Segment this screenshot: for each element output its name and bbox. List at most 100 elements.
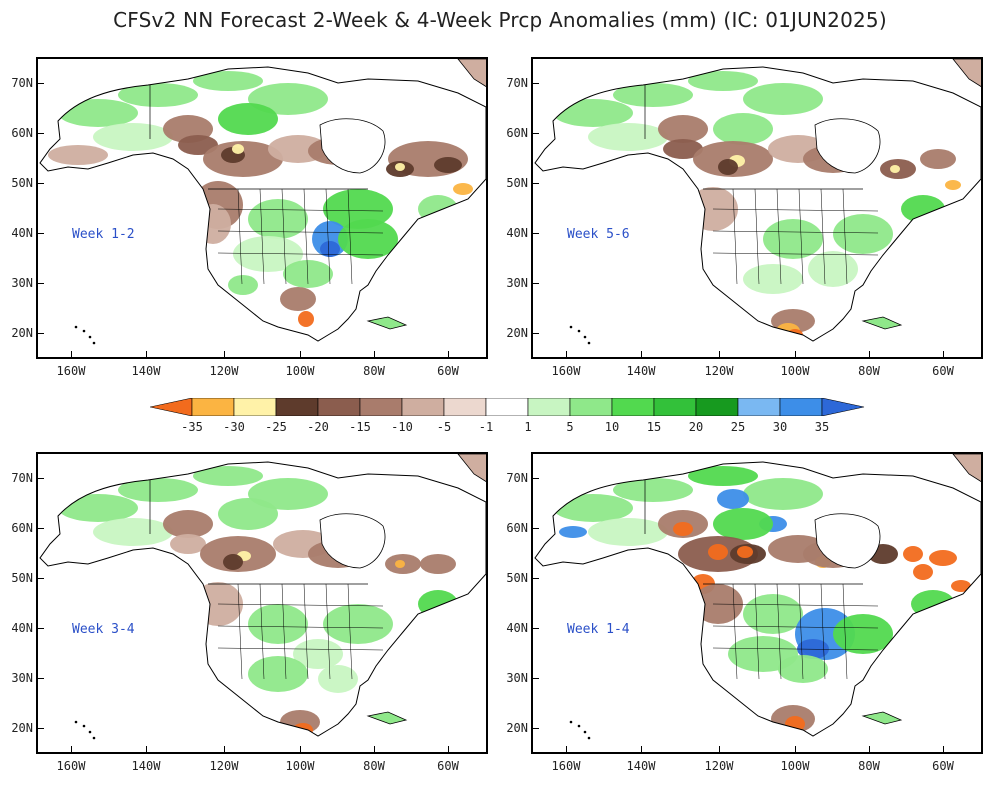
longitude-label: 120W <box>209 364 239 378</box>
map-canvas <box>534 454 981 740</box>
colorbar-swatch <box>485 398 529 416</box>
colorbar-swatch <box>443 398 487 416</box>
longitude-tick <box>146 351 147 357</box>
latitude-label: 50N <box>506 176 528 190</box>
latitude-label: 20N <box>506 326 528 340</box>
colorbar-swatch <box>317 398 361 416</box>
colorbar-swatch <box>569 398 613 416</box>
latitude-label: 30N <box>11 276 33 290</box>
latitude-tick <box>533 728 539 729</box>
latitude-label: 70N <box>506 471 528 485</box>
map-panel-week-1-4: Week 1-4 <box>531 452 983 754</box>
latitude-label: 40N <box>11 621 33 635</box>
longitude-label: 140W <box>131 364 161 378</box>
longitude-label: 80W <box>858 759 880 773</box>
colorbar-swatch <box>611 398 655 416</box>
latitude-tick <box>38 333 44 334</box>
latitude-label: 30N <box>506 276 528 290</box>
latitude-tick <box>533 678 539 679</box>
longitude-tick <box>869 746 870 752</box>
longitude-tick <box>374 351 375 357</box>
longitude-label: 160W <box>56 364 86 378</box>
colorbar-tick-label: 15 <box>646 420 662 434</box>
colorbar-tick-label: -1 <box>478 420 494 434</box>
map-canvas <box>534 59 981 345</box>
latitude-tick <box>38 528 44 529</box>
latitude-tick <box>38 728 44 729</box>
latitude-label: 40N <box>506 226 528 240</box>
latitude-tick <box>533 478 539 479</box>
latitude-label: 60N <box>11 126 33 140</box>
colorbar-end-high <box>821 398 865 416</box>
longitude-label: 60W <box>437 759 459 773</box>
colorbar-tick-label: -15 <box>349 420 371 434</box>
colorbar-swatch <box>233 398 277 416</box>
map-panel-week-3-4: Week 3-4 <box>36 452 488 754</box>
longitude-label: 140W <box>626 364 656 378</box>
latitude-label: 30N <box>506 671 528 685</box>
longitude-label: 100W <box>285 759 315 773</box>
latitude-tick <box>533 83 539 84</box>
colorbar-swatch <box>275 398 319 416</box>
longitude-tick <box>71 746 72 752</box>
latitude-label: 70N <box>11 76 33 90</box>
latitude-label: 40N <box>11 226 33 240</box>
longitude-label: 140W <box>626 759 656 773</box>
longitude-tick <box>300 746 301 752</box>
latitude-label: 30N <box>11 671 33 685</box>
longitude-label: 60W <box>437 364 459 378</box>
latitude-label: 60N <box>506 521 528 535</box>
longitude-tick <box>719 746 720 752</box>
colorbar-swatch <box>527 398 571 416</box>
latitude-tick <box>533 233 539 234</box>
latitude-label: 20N <box>506 721 528 735</box>
latitude-tick <box>38 83 44 84</box>
colorbar-tick-label: -10 <box>391 420 413 434</box>
colorbar-swatch <box>695 398 739 416</box>
colorbar-tick-label: 35 <box>814 420 830 434</box>
colorbar-tick-label: -5 <box>436 420 452 434</box>
latitude-tick <box>533 283 539 284</box>
longitude-tick <box>566 351 567 357</box>
colorbar-tick-label: -35 <box>181 420 203 434</box>
colorbar-tick-label: -25 <box>265 420 287 434</box>
colorbar-swatch <box>653 398 697 416</box>
longitude-label: 80W <box>363 759 385 773</box>
longitude-label: 160W <box>56 759 86 773</box>
longitude-tick <box>869 351 870 357</box>
longitude-label: 80W <box>363 364 385 378</box>
latitude-label: 70N <box>506 76 528 90</box>
longitude-label: 120W <box>704 759 734 773</box>
longitude-tick <box>448 746 449 752</box>
longitude-tick <box>641 351 642 357</box>
latitude-tick <box>533 628 539 629</box>
map-canvas <box>39 454 486 740</box>
colorbar-tick-label: 1 <box>524 420 532 434</box>
latitude-label: 20N <box>11 326 33 340</box>
longitude-label: 60W <box>932 759 954 773</box>
week-label: Week 5-6 <box>567 227 630 242</box>
colorbar-swatch <box>401 398 445 416</box>
latitude-tick <box>533 183 539 184</box>
longitude-label: 120W <box>704 364 734 378</box>
latitude-tick <box>38 678 44 679</box>
colorbar-tick-label: 5 <box>566 420 574 434</box>
latitude-tick <box>533 578 539 579</box>
latitude-tick <box>38 133 44 134</box>
latitude-tick <box>38 628 44 629</box>
longitude-tick <box>795 351 796 357</box>
week-label: Week 3-4 <box>72 622 135 637</box>
longitude-tick <box>641 746 642 752</box>
latitude-tick <box>38 283 44 284</box>
latitude-label: 60N <box>506 126 528 140</box>
colorbar-tick-label: 25 <box>730 420 746 434</box>
longitude-tick <box>224 351 225 357</box>
latitude-tick <box>38 183 44 184</box>
longitude-label: 60W <box>932 364 954 378</box>
latitude-label: 70N <box>11 471 33 485</box>
latitude-tick <box>533 333 539 334</box>
map-panel-week-1-2: Week 1-2 <box>36 57 488 359</box>
latitude-tick <box>38 578 44 579</box>
colorbar-swatch <box>191 398 235 416</box>
longitude-tick <box>943 351 944 357</box>
